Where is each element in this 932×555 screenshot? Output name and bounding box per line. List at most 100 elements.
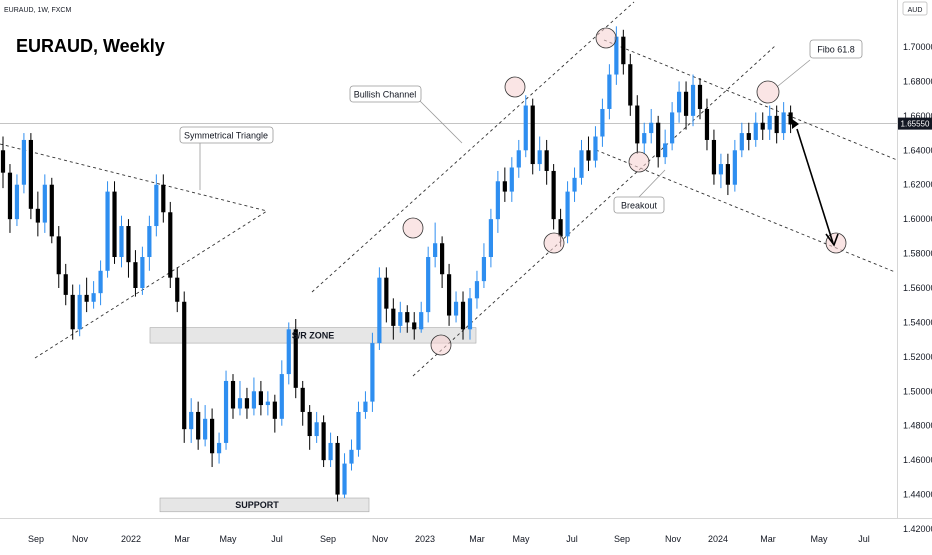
candle-body	[614, 36, 619, 75]
candle-body	[119, 226, 124, 258]
candle	[363, 391, 368, 419]
candle-body	[426, 257, 431, 313]
candle-body	[363, 401, 368, 412]
candle	[642, 122, 647, 154]
x-tick-label: May	[810, 534, 828, 544]
y-tick-label: 1.46000	[903, 455, 932, 465]
candle-body	[21, 139, 27, 185]
y-tick-label: 1.52000	[903, 352, 932, 362]
candle	[342, 453, 347, 499]
candle	[70, 284, 75, 340]
candle-body	[683, 91, 689, 116]
candle	[530, 98, 535, 175]
candle-body	[300, 387, 305, 412]
candle-body	[523, 105, 528, 151]
candle	[28, 133, 33, 220]
candle-body	[579, 150, 584, 178]
candle	[405, 305, 410, 333]
candle-body	[133, 262, 138, 288]
candle	[725, 153, 730, 196]
candle	[628, 53, 633, 116]
candle-body	[642, 133, 647, 144]
channel-upper-line	[311, 1, 635, 293]
y-tick-label: 1.60000	[903, 214, 932, 224]
candle	[537, 136, 542, 171]
candle	[467, 288, 473, 340]
chart-title: EURAUD, Weekly	[16, 36, 165, 56]
candle	[126, 219, 131, 278]
candle	[175, 267, 180, 313]
candle	[56, 226, 61, 288]
candle	[349, 439, 354, 471]
candle-body	[349, 449, 354, 464]
candle-body	[690, 84, 696, 116]
candle	[774, 105, 779, 144]
candle	[147, 215, 152, 271]
y-tick-label: 1.50000	[903, 386, 932, 396]
target-circle	[825, 232, 847, 254]
candle	[676, 81, 682, 123]
candle-body	[607, 74, 612, 109]
candle	[565, 181, 570, 244]
candle	[446, 263, 452, 326]
candle-body	[433, 243, 438, 258]
candle	[412, 312, 417, 340]
candle-body	[732, 150, 737, 185]
candle	[133, 250, 138, 297]
candle	[419, 301, 424, 333]
highlight-circle	[595, 27, 617, 49]
candle-body	[391, 308, 396, 326]
candle-body	[440, 243, 445, 275]
x-tick-label: Nov	[665, 534, 682, 544]
candle	[77, 284, 82, 337]
candle	[572, 167, 577, 202]
candle	[516, 139, 521, 178]
candle	[14, 174, 20, 227]
candle-body	[551, 170, 556, 220]
candle	[63, 263, 68, 306]
candle	[670, 102, 675, 151]
currency-badge[interactable]	[902, 1, 928, 16]
candle	[739, 122, 744, 158]
x-tick-label: Jul	[858, 534, 870, 544]
candle-body	[265, 401, 270, 406]
candle	[488, 208, 493, 268]
candle-body	[258, 391, 263, 406]
candle-body	[314, 422, 319, 437]
highlight-circle	[756, 80, 780, 104]
candle-body	[419, 312, 424, 330]
x-tick-label: Sep	[28, 534, 44, 544]
candle-body	[189, 411, 194, 430]
y-tick-label: 1.58000	[903, 249, 932, 259]
candle	[377, 267, 382, 350]
candle-body	[753, 122, 758, 140]
candle	[426, 246, 431, 323]
candle	[753, 112, 758, 147]
candle-body	[586, 150, 591, 161]
candle	[460, 291, 466, 340]
candle	[119, 215, 124, 268]
candle-body	[112, 191, 117, 258]
candle-body	[767, 115, 772, 130]
candle-body	[656, 122, 661, 158]
candle	[321, 415, 326, 468]
candle	[272, 394, 277, 433]
candle	[84, 277, 89, 313]
candle-body	[293, 329, 298, 388]
candle-body	[84, 294, 89, 302]
candle	[440, 236, 445, 288]
candle-body	[370, 343, 375, 402]
candle	[523, 95, 528, 158]
bullish-channel-callout: Bullish Channel	[349, 85, 422, 103]
candle	[244, 387, 250, 419]
candle	[607, 64, 612, 120]
x-tick-label: Sep	[614, 534, 630, 544]
candle-body	[105, 191, 110, 271]
fibo-callout: Fibo 61.8	[809, 39, 863, 59]
current-price-box	[898, 117, 932, 130]
candle-body	[739, 133, 744, 151]
candle-body	[697, 84, 703, 109]
candle	[105, 181, 110, 278]
